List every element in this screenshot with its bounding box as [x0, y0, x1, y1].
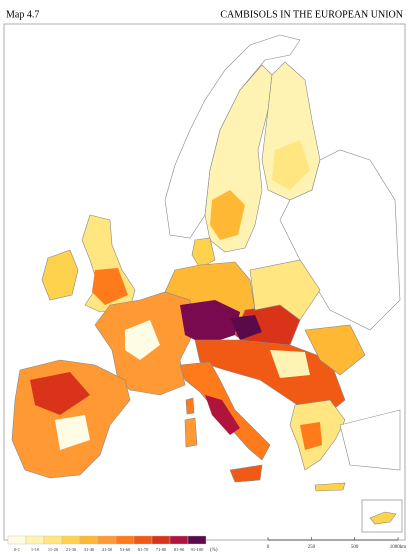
- sicily: [229, 464, 263, 483]
- ireland: [41, 249, 79, 301]
- denmark: [191, 237, 216, 269]
- legend-label: 1-10: [31, 547, 40, 552]
- legend-label: 11-20: [48, 547, 59, 552]
- central-high: [180, 300, 240, 345]
- cyprus: [369, 511, 397, 525]
- legend-label: 0-1: [14, 547, 20, 552]
- legend-swatch: [7, 535, 27, 545]
- legend-swatch: [169, 535, 189, 545]
- legend-label: 91-100: [191, 547, 204, 552]
- legend-label: 21-30: [66, 547, 77, 552]
- east: [279, 149, 401, 331]
- map: [11, 34, 401, 492]
- legend: 0-1 1-10 11-20 21-30 31-40 41-50 51-60 61-70 71-…: [7, 535, 218, 553]
- finland-south: [272, 140, 310, 190]
- apennines: [205, 395, 240, 435]
- legend-swatch: [97, 535, 117, 545]
- legend-unit: (%): [210, 548, 218, 553]
- legend-label: 61-70: [138, 547, 149, 552]
- romania: [304, 324, 366, 376]
- england-south: [92, 268, 128, 305]
- bohemia: [230, 315, 262, 340]
- sardinia: [184, 417, 198, 448]
- scale-label: 0: [267, 545, 270, 550]
- scale-label: 500: [351, 545, 359, 550]
- greece-center: [300, 422, 322, 450]
- legend-swatch: [43, 535, 63, 545]
- scale-bar: 0 250 500 1000km: [267, 537, 407, 550]
- legend-label: 31-40: [84, 547, 95, 552]
- legend-swatch: [61, 535, 81, 545]
- map-number: Map 4.7: [6, 9, 39, 20]
- legend-label: 51-60: [120, 547, 131, 552]
- legend-swatch: [151, 535, 171, 545]
- poland: [249, 259, 321, 321]
- iberia-center: [55, 415, 90, 450]
- sweden-south: [210, 190, 245, 240]
- map-title: CAMBISOLS IN THE EUROPEAN UNION: [220, 9, 403, 20]
- scale-label: 1000km: [390, 545, 407, 550]
- france-basin: [125, 320, 160, 360]
- cyprus-inset: [361, 499, 403, 533]
- hungary-plain: [270, 350, 310, 378]
- legend-label: 81-90: [174, 547, 185, 552]
- legend-label: 71-80: [156, 547, 167, 552]
- legend-swatch: [187, 535, 207, 545]
- legend-swatch: [25, 535, 45, 545]
- turkey: [339, 409, 401, 471]
- corsica: [185, 397, 195, 415]
- legend-swatch: [133, 535, 153, 545]
- legend-label: 41-50: [102, 547, 113, 552]
- crete: [314, 482, 346, 492]
- iberia-north: [30, 372, 90, 415]
- legend-swatch: [79, 535, 99, 545]
- legend-swatch: [115, 535, 135, 545]
- scale-label: 250: [308, 545, 316, 550]
